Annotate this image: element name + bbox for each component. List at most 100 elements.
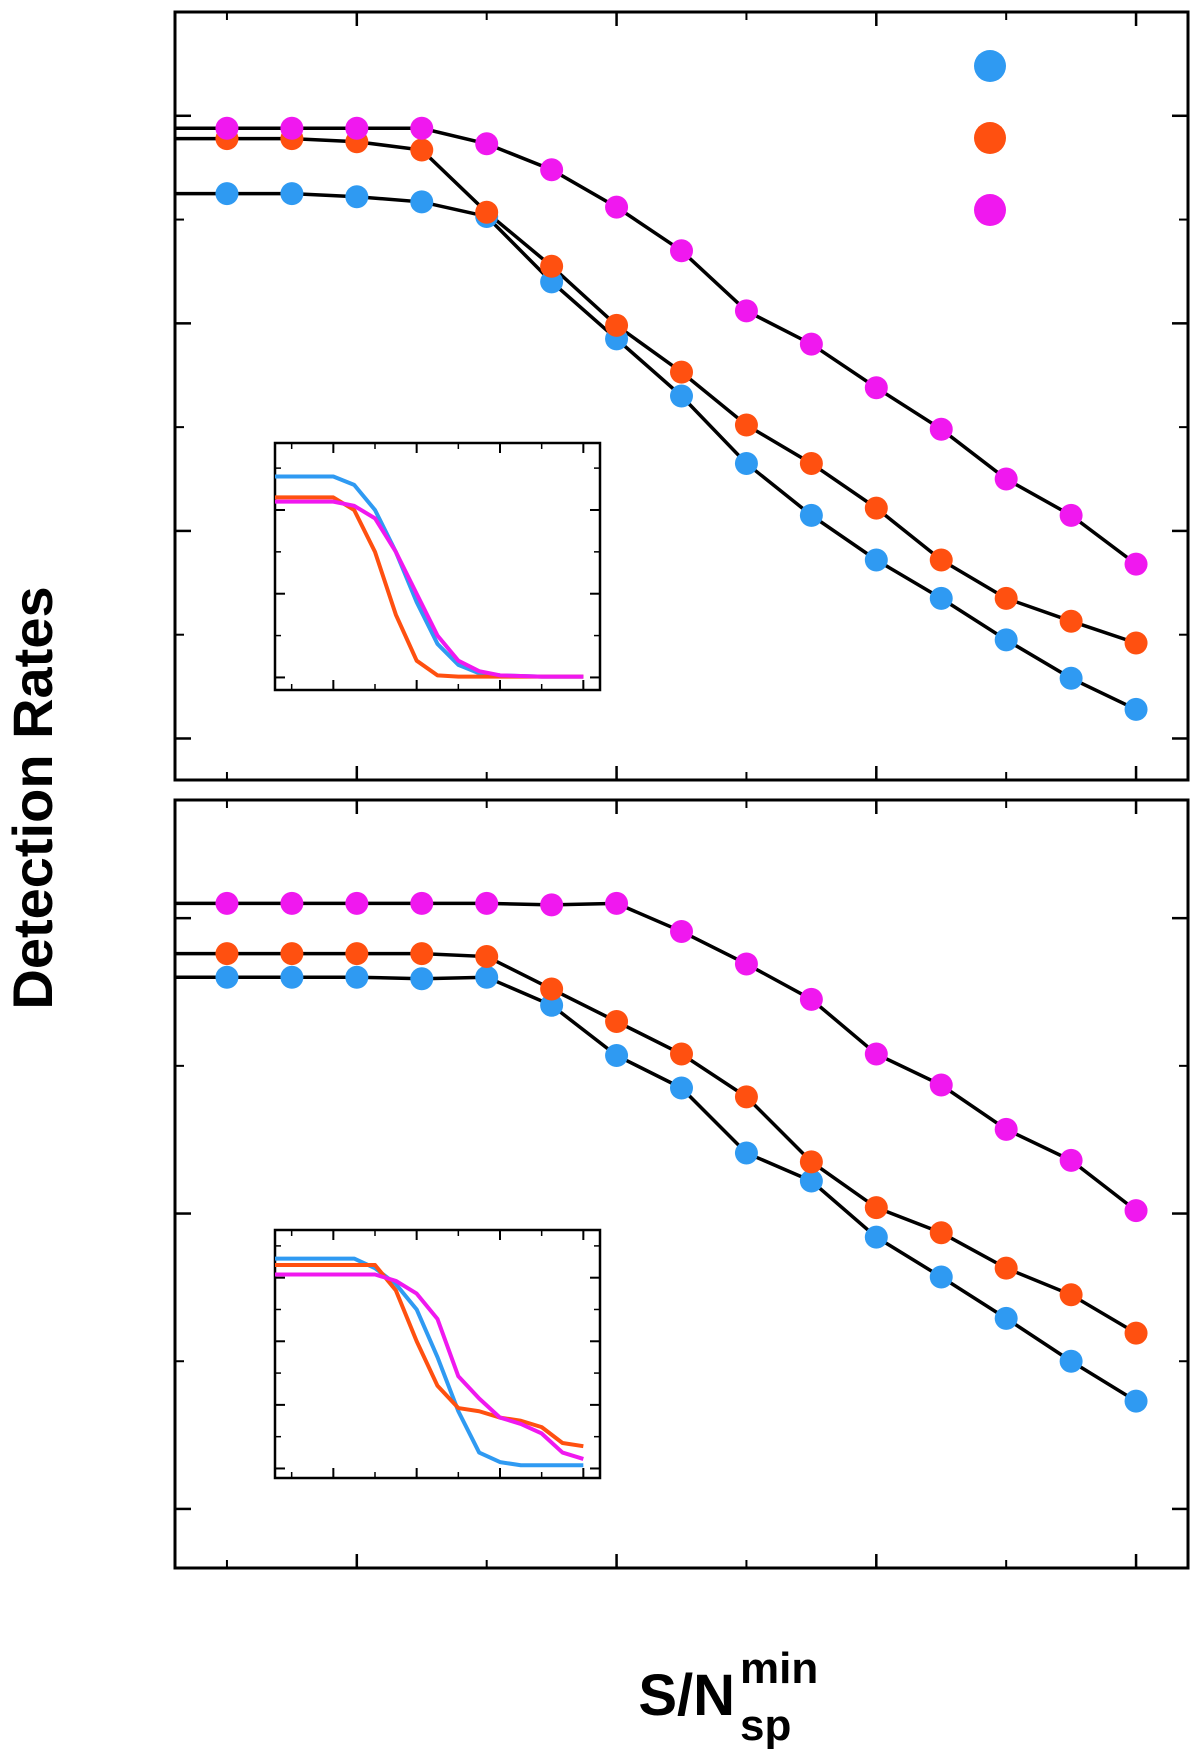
data-point-dr3 bbox=[280, 116, 304, 140]
inset-line-dr0 bbox=[275, 1256, 584, 1468]
data-point-dr1 bbox=[1124, 1321, 1148, 1345]
data-point-dr0 bbox=[1124, 1389, 1148, 1413]
data-point-dr1 bbox=[734, 1085, 758, 1109]
legend-marker-dr3 bbox=[974, 194, 1006, 226]
data-point-dr3 bbox=[1124, 552, 1148, 576]
data-point-dr0 bbox=[280, 182, 304, 206]
data-point-dr3 bbox=[345, 116, 369, 140]
data-point-dr0 bbox=[1124, 697, 1148, 721]
data-point-dr1 bbox=[605, 313, 629, 337]
panel-bottom bbox=[173, 798, 1190, 1570]
data-point-dr3 bbox=[864, 376, 888, 400]
data-point-dr0 bbox=[215, 965, 239, 989]
data-point-dr0 bbox=[734, 1141, 758, 1165]
data-point-dr3 bbox=[994, 1117, 1018, 1141]
data-point-dr3 bbox=[799, 987, 823, 1011]
series-line-dr3 bbox=[175, 901, 1138, 1212]
data-point-dr0 bbox=[345, 185, 369, 209]
data-point-dr3 bbox=[994, 467, 1018, 491]
data-point-dr3 bbox=[799, 332, 823, 356]
data-point-dr0 bbox=[929, 1265, 953, 1289]
data-point-dr3 bbox=[734, 299, 758, 323]
data-point-dr3 bbox=[215, 116, 239, 140]
series-line-dr0 bbox=[175, 191, 1137, 712]
data-point-dr1 bbox=[670, 360, 693, 384]
data-point-dr3 bbox=[215, 891, 239, 915]
data-point-dr3 bbox=[1059, 1148, 1083, 1172]
series-line-dr3 bbox=[175, 126, 1138, 566]
data-point-dr1 bbox=[734, 413, 758, 437]
data-point-dr1 bbox=[670, 1042, 693, 1066]
inset-line-dr1 bbox=[275, 1262, 584, 1449]
data-point-dr0 bbox=[670, 384, 693, 408]
legend bbox=[974, 50, 1006, 226]
data-point-dr0 bbox=[280, 965, 304, 989]
series-line-dr1 bbox=[175, 136, 1137, 645]
data-point-dr1 bbox=[540, 254, 564, 278]
data-point-dr1 bbox=[994, 586, 1018, 610]
data-point-dr1 bbox=[540, 977, 564, 1001]
data-point-dr3 bbox=[410, 116, 434, 140]
data-point-dr0 bbox=[929, 586, 953, 610]
x-axis-label-sub: sp bbox=[740, 1701, 791, 1750]
data-point-dr1 bbox=[280, 942, 304, 966]
data-point-dr0 bbox=[475, 965, 499, 989]
data-point-dr3 bbox=[605, 195, 629, 219]
y-axis-label: Detection Rates bbox=[1, 586, 64, 1009]
data-point-dr3 bbox=[1059, 503, 1083, 527]
legend-marker-dr0 bbox=[974, 50, 1006, 82]
data-point-dr3 bbox=[864, 1042, 888, 1066]
data-point-dr3 bbox=[280, 891, 304, 915]
data-point-dr3 bbox=[410, 891, 434, 915]
data-point-dr1 bbox=[799, 451, 823, 475]
data-point-dr1 bbox=[215, 942, 239, 966]
x-axis-label: S/N min sp bbox=[638, 1644, 818, 1750]
data-point-dr3 bbox=[605, 891, 629, 915]
data-point-dr0 bbox=[605, 1044, 629, 1068]
data-point-dr1 bbox=[1124, 631, 1148, 655]
series-line-dr1 bbox=[175, 951, 1137, 1335]
data-point-dr3 bbox=[734, 952, 758, 976]
data-point-dr1 bbox=[864, 1196, 888, 1220]
data-point-dr1 bbox=[410, 138, 434, 162]
data-point-dr1 bbox=[929, 1221, 953, 1245]
legend-marker-dr1 bbox=[974, 122, 1006, 154]
data-point-dr0 bbox=[1059, 1349, 1083, 1373]
data-point-dr0 bbox=[864, 1225, 888, 1249]
data-point-dr1 bbox=[475, 200, 499, 224]
data-point-dr1 bbox=[410, 942, 434, 966]
panel-top bbox=[173, 10, 1190, 782]
data-point-dr0 bbox=[215, 182, 239, 206]
data-point-dr0 bbox=[410, 967, 434, 991]
data-point-dr3 bbox=[475, 132, 499, 156]
inset-frame bbox=[273, 441, 602, 692]
data-point-dr1 bbox=[929, 548, 953, 572]
plot-frame bbox=[173, 798, 1190, 1570]
data-point-dr3 bbox=[929, 1073, 953, 1097]
data-point-dr0 bbox=[1059, 666, 1083, 690]
inset-line-dr3 bbox=[275, 499, 584, 679]
data-point-dr0 bbox=[994, 628, 1018, 652]
x-axis-label-sup: min bbox=[740, 1644, 818, 1693]
data-point-dr1 bbox=[994, 1256, 1018, 1280]
data-point-dr0 bbox=[345, 965, 369, 989]
inset-far bbox=[273, 1228, 602, 1480]
data-point-dr0 bbox=[799, 1169, 823, 1193]
data-point-dr0 bbox=[410, 190, 434, 214]
inset-far bbox=[273, 441, 602, 692]
data-point-dr3 bbox=[540, 158, 564, 182]
data-point-dr0 bbox=[670, 1076, 693, 1100]
data-point-dr0 bbox=[864, 548, 888, 572]
plot-frame bbox=[173, 10, 1190, 782]
data-point-dr1 bbox=[345, 942, 369, 966]
data-point-dr3 bbox=[1124, 1199, 1148, 1223]
data-point-dr0 bbox=[799, 503, 823, 527]
data-point-dr1 bbox=[1059, 609, 1083, 633]
data-point-dr3 bbox=[475, 891, 499, 915]
data-point-dr3 bbox=[670, 919, 693, 943]
inset-line-dr3 bbox=[275, 1272, 584, 1461]
data-point-dr1 bbox=[864, 496, 888, 520]
data-point-dr0 bbox=[540, 993, 564, 1017]
panels bbox=[173, 10, 1190, 1570]
